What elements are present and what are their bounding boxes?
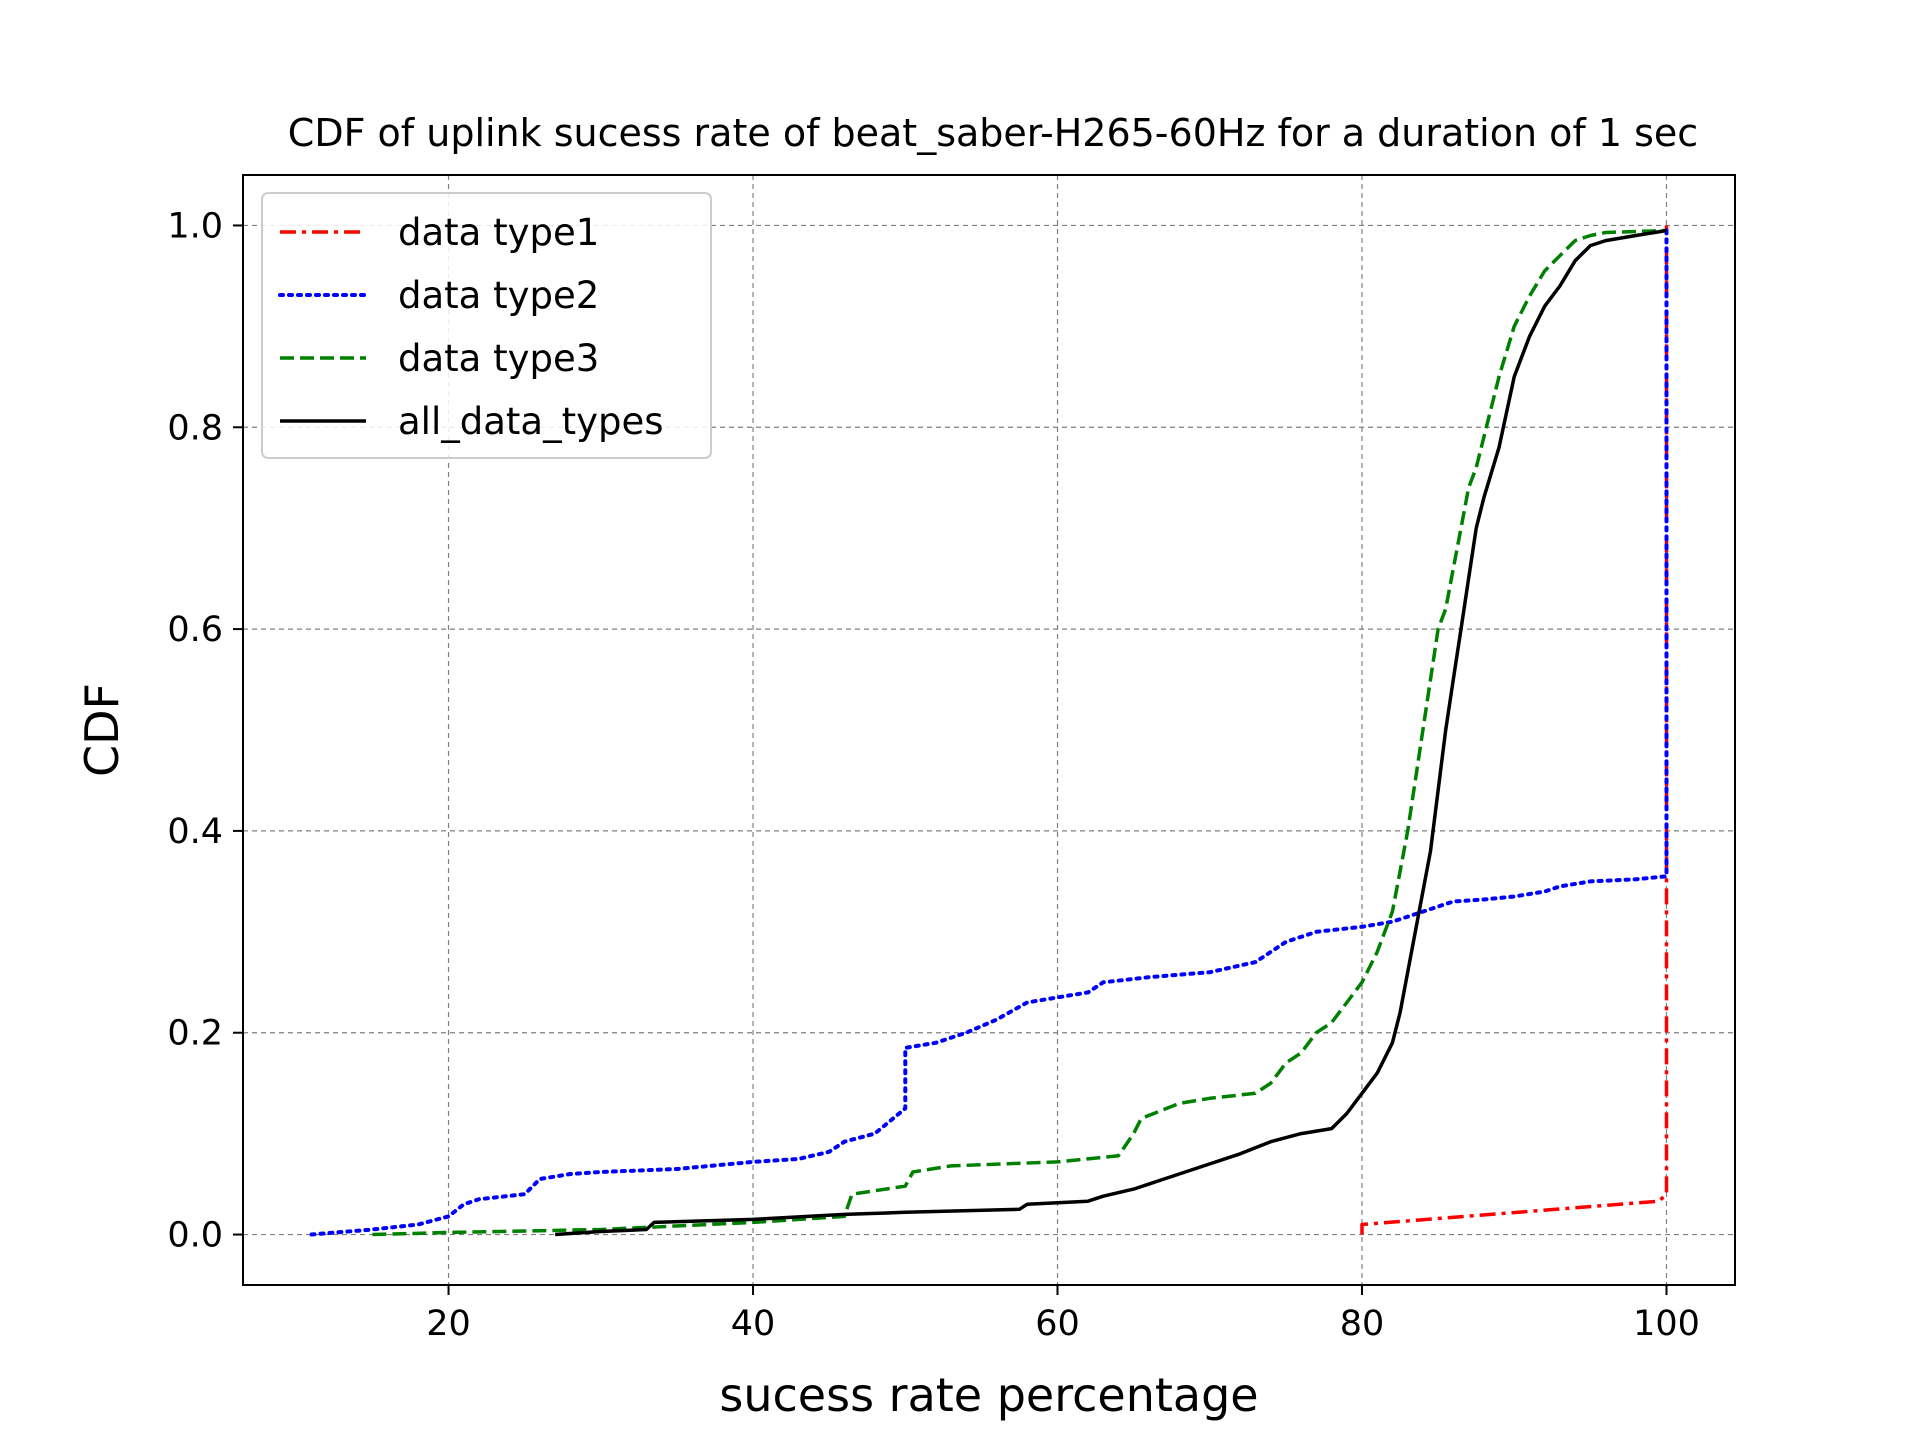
x-axis-label: sucess rate percentage <box>719 1368 1258 1422</box>
series-line-2 <box>309 223 1669 1237</box>
x-tick-label: 40 <box>731 1304 776 1344</box>
legend-label: data type1 <box>398 211 599 254</box>
legend-label: data type2 <box>398 274 599 317</box>
x-tick-label: 60 <box>1035 1304 1080 1344</box>
x-tick-label: 80 <box>1340 1304 1385 1344</box>
legend-box <box>261 192 712 459</box>
legend-label: all_data_types <box>398 400 664 443</box>
y-tick-label: 0.2 <box>167 1014 223 1054</box>
legend-label: data type3 <box>398 337 599 380</box>
axis-ticks: 20 40 60 80 100 0.0 0.2 0.4 0.6 0.8 1.0 <box>167 206 1700 1344</box>
y-tick-label: 0.8 <box>167 408 223 448</box>
x-tick-label: 100 <box>1633 1304 1700 1344</box>
y-tick-label: 0.6 <box>167 610 223 650</box>
chart-title: CDF of uplink sucess rate of beat_saber-… <box>288 111 1698 155</box>
x-tick-label: 20 <box>426 1304 471 1344</box>
legend: data type1 data type2 data type3 all_data_t… <box>261 192 712 459</box>
plot-frame <box>242 174 1736 1286</box>
series-lines <box>309 223 1669 1237</box>
y-tick-label: 0.0 <box>167 1216 223 1256</box>
series-line-3 <box>372 228 1667 1237</box>
y-tick-label: 0.4 <box>167 812 223 852</box>
y-tick-label: 1.0 <box>167 206 223 246</box>
y-axis-label: CDF <box>75 683 129 777</box>
series-line-4 <box>554 228 1667 1237</box>
